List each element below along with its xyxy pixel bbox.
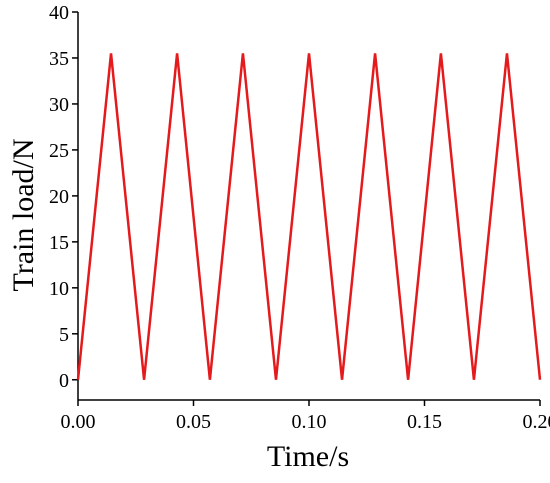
y-tick-label: 40 [49, 2, 69, 24]
y-tick-label: 0 [59, 370, 69, 392]
x-tick-label: 0.15 [407, 411, 442, 433]
x-tick-label: 0.20 [523, 411, 550, 433]
x-axis-label: Time/s [267, 440, 349, 473]
y-tick-label: 25 [49, 140, 69, 162]
y-tick-label: 10 [49, 278, 69, 300]
x-tick-label: 0.05 [176, 411, 211, 433]
y-tick-label: 20 [49, 186, 69, 208]
train-load-series-line [78, 53, 540, 379]
y-axis-label: Train load/N [7, 138, 40, 291]
y-tick-label: 15 [49, 232, 69, 254]
y-tick-label: 5 [59, 324, 69, 346]
series-layer [78, 53, 540, 379]
y-tick-label: 35 [49, 48, 69, 70]
y-tick-label: 30 [49, 94, 69, 116]
x-tick-label: 0.00 [61, 411, 96, 433]
x-tick-label: 0.10 [292, 411, 327, 433]
